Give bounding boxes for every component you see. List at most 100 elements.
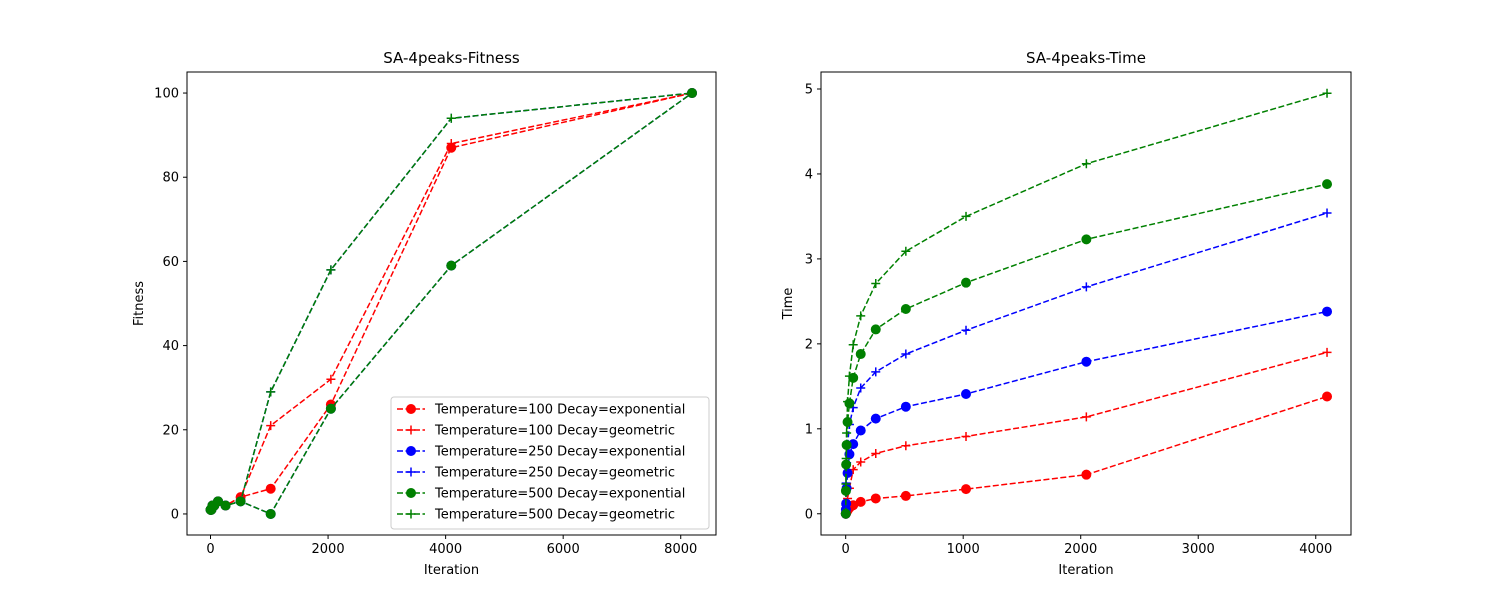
chart-2: SA-4peaks-Time 0 1000 2000 3000 4000 0 1 2 3 4 5 Ite… — [781, 49, 1352, 578]
data-point — [1322, 347, 1332, 357]
data-point — [326, 374, 336, 384]
y-tick-label: 5 — [805, 82, 813, 97]
y-tick-label: 2 — [805, 337, 813, 352]
y-tick-label: 60 — [162, 255, 179, 270]
data-point — [855, 349, 866, 360]
x-tick-label: 0 — [842, 542, 850, 557]
data-point — [236, 496, 246, 506]
data-point — [1081, 412, 1091, 422]
legend-label: Temperature=250 Decay=exponential — [434, 445, 685, 460]
data-point — [1081, 282, 1091, 292]
data-point — [213, 496, 223, 506]
data-point — [961, 277, 972, 288]
data-point — [901, 441, 911, 451]
x-tick-label: 0 — [206, 542, 214, 557]
data-point — [266, 387, 276, 397]
y-axis-label: Fitness — [132, 281, 147, 326]
legend-box — [390, 396, 710, 530]
x-axis-label: Iteration — [424, 563, 479, 578]
data-point — [265, 483, 276, 494]
series-group — [205, 88, 698, 519]
data-point — [856, 457, 866, 467]
legend-marker — [406, 509, 416, 519]
x-tick-label: 4000 — [1299, 542, 1332, 557]
legend-label: Temperature=100 Decay=geometric — [434, 424, 675, 439]
data-point — [446, 260, 457, 271]
data-point — [1081, 159, 1091, 169]
chart-1: SA-4peaks-Fitness 0 2000 4000 6000 8000 0 20 40 6… — [132, 49, 717, 578]
data-point — [961, 484, 972, 495]
legend-marker — [406, 446, 416, 456]
x-tick-label: 4000 — [429, 542, 462, 557]
data-point — [900, 401, 911, 412]
data-point — [871, 448, 881, 458]
legend-marker — [406, 425, 416, 435]
data-point — [844, 398, 855, 409]
data-point — [870, 413, 881, 424]
data-point — [1322, 88, 1332, 98]
x-tick-label: 3000 — [1182, 542, 1215, 557]
data-point — [265, 508, 276, 519]
data-point — [841, 509, 851, 519]
data-point — [855, 425, 866, 436]
data-point — [961, 325, 971, 335]
y-tick-label: 3 — [805, 252, 813, 267]
data-point — [848, 340, 858, 350]
x-tick-label: 2000 — [312, 542, 345, 557]
y-axis-label: Time — [781, 288, 796, 321]
data-point — [326, 265, 336, 275]
legend-label: Temperature=500 Decay=exponential — [434, 487, 685, 502]
y-tick-label: 40 — [162, 339, 179, 354]
plot-frame — [186, 71, 717, 536]
series-line-2 — [845, 351, 1328, 514]
data-point — [842, 467, 853, 478]
data-point — [856, 311, 866, 321]
x-tick-label: 2000 — [1064, 542, 1097, 557]
chart-title: SA-4peaks-Time — [1026, 49, 1146, 67]
data-point — [221, 501, 231, 511]
data-point — [841, 479, 851, 489]
data-point — [870, 493, 881, 504]
data-point — [901, 246, 911, 256]
data-point — [687, 88, 697, 98]
data-point — [961, 388, 972, 399]
legend-label: Temperature=100 Decay=exponential — [434, 403, 685, 418]
data-point — [841, 454, 851, 464]
data-point — [870, 324, 881, 335]
legend: Temperature=100 Decay=exponential Tempera… — [390, 396, 710, 530]
y-tick-label: 20 — [162, 423, 179, 438]
y-tick-label: 4 — [805, 167, 813, 182]
x-axis-label: Iteration — [1058, 563, 1113, 578]
legend-marker — [406, 404, 416, 414]
legend-label: Temperature=500 Decay=geometric — [434, 508, 675, 523]
x-tick-label: 8000 — [664, 542, 697, 557]
x-tick-label: 1000 — [947, 542, 980, 557]
data-point — [1081, 356, 1092, 367]
series-group — [840, 88, 1333, 519]
data-point — [325, 403, 336, 414]
legend-marker — [406, 467, 416, 477]
data-point — [842, 428, 852, 438]
data-point — [1081, 469, 1092, 480]
data-point — [266, 421, 276, 431]
chart-title: SA-4peaks-Fitness — [383, 49, 520, 67]
data-point — [855, 496, 866, 507]
x-tick-label: 6000 — [547, 542, 580, 557]
data-point — [844, 371, 854, 381]
y-tick-label: 0 — [805, 507, 813, 522]
data-point — [961, 211, 971, 221]
data-point — [871, 279, 881, 289]
data-point — [1322, 179, 1333, 190]
legend-label: Temperature=250 Decay=geometric — [434, 466, 675, 481]
data-point — [209, 501, 219, 511]
data-point — [1322, 391, 1333, 402]
y-tick-label: 80 — [162, 171, 179, 186]
data-point — [856, 383, 866, 393]
y-tick-label: 1 — [805, 422, 813, 437]
y-tick-label: 0 — [171, 507, 179, 522]
data-point — [900, 304, 911, 315]
data-point — [961, 431, 971, 441]
data-point — [446, 139, 456, 149]
data-point — [446, 113, 456, 123]
data-point — [843, 397, 853, 407]
